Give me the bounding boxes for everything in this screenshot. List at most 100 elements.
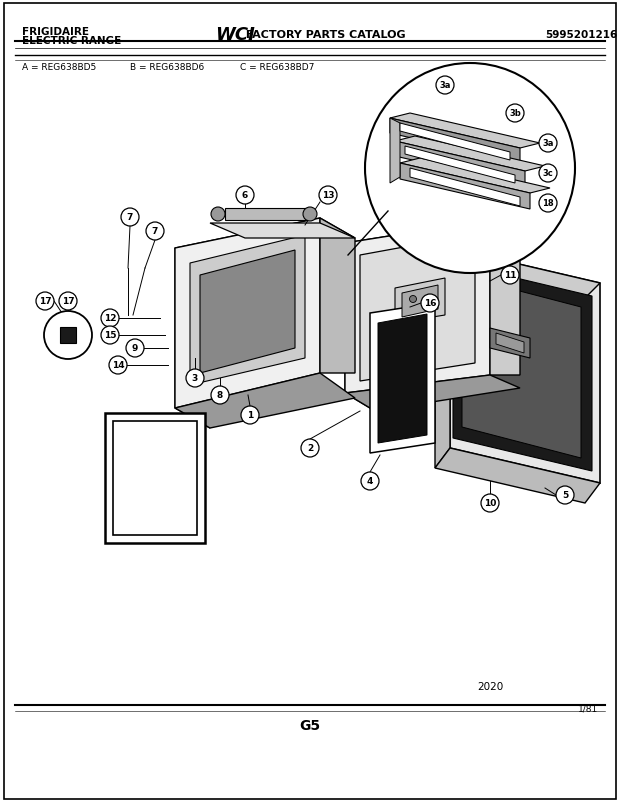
Polygon shape [496,333,524,353]
Circle shape [427,296,433,303]
Polygon shape [175,218,320,409]
Circle shape [365,64,575,274]
Text: 1/81: 1/81 [578,703,598,712]
Polygon shape [390,119,400,184]
Circle shape [319,187,337,205]
Text: 5995201216: 5995201216 [545,30,618,40]
Polygon shape [435,249,450,468]
Circle shape [539,195,557,213]
Text: 3: 3 [192,374,198,383]
Text: 7: 7 [127,214,133,222]
Text: 16: 16 [423,300,436,308]
Circle shape [481,495,499,512]
Polygon shape [345,376,520,411]
Circle shape [101,327,119,344]
Text: 17: 17 [61,297,74,306]
Text: 14: 14 [112,361,125,370]
Polygon shape [390,114,540,149]
Text: 1: 1 [247,411,253,420]
Circle shape [146,222,164,241]
Polygon shape [405,147,515,184]
Circle shape [539,165,557,183]
Text: 15: 15 [104,331,117,340]
Polygon shape [345,221,520,262]
Polygon shape [210,224,355,238]
Circle shape [101,310,119,328]
Text: 3b: 3b [509,109,521,118]
Polygon shape [435,448,600,503]
FancyBboxPatch shape [60,328,76,344]
Polygon shape [402,286,438,318]
Text: 12: 12 [104,314,117,323]
Circle shape [241,406,259,425]
Text: 10: 10 [484,499,496,507]
Polygon shape [450,249,600,483]
Text: C = REG638BD7: C = REG638BD7 [240,63,314,71]
Polygon shape [370,304,435,454]
Text: 4: 4 [367,477,373,486]
Polygon shape [345,221,490,393]
Circle shape [421,295,439,312]
Polygon shape [360,234,475,381]
Circle shape [303,208,317,222]
Polygon shape [175,218,355,269]
Text: 18: 18 [542,199,554,208]
Polygon shape [320,218,355,373]
Polygon shape [225,209,310,221]
Polygon shape [390,119,520,164]
Polygon shape [113,422,197,536]
Text: 3a: 3a [542,140,554,149]
Polygon shape [435,249,600,299]
Polygon shape [453,263,592,471]
Polygon shape [395,142,525,187]
Text: WCI: WCI [215,26,255,44]
Text: 5: 5 [562,491,568,500]
Circle shape [361,472,379,491]
Text: 2020: 2020 [477,681,503,691]
Text: 7: 7 [152,227,158,236]
Circle shape [539,135,557,153]
Polygon shape [400,164,530,210]
Polygon shape [395,279,445,324]
Circle shape [36,292,54,311]
Circle shape [556,487,574,504]
Circle shape [501,267,519,284]
Text: 8: 8 [217,391,223,400]
FancyBboxPatch shape [4,4,616,799]
Circle shape [506,105,524,123]
Circle shape [409,296,417,303]
Polygon shape [345,243,375,411]
Polygon shape [105,414,205,544]
Text: 9: 9 [132,344,138,353]
Circle shape [59,292,77,311]
Circle shape [109,357,127,374]
Circle shape [186,369,204,388]
Polygon shape [462,277,581,459]
Text: A = REG638BD5: A = REG638BD5 [22,63,96,71]
Text: 17: 17 [38,297,51,306]
Text: FRIGIDAIRE: FRIGIDAIRE [22,27,89,37]
Text: FACTORY PARTS CATALOG: FACTORY PARTS CATALOG [242,30,405,40]
Circle shape [126,340,144,357]
Circle shape [44,312,92,360]
Polygon shape [490,221,520,376]
Text: 2: 2 [307,444,313,453]
Polygon shape [410,169,520,206]
Text: 3c: 3c [542,169,554,178]
Text: 3a: 3a [440,81,451,91]
Polygon shape [190,236,305,385]
Polygon shape [378,315,427,443]
Text: 11: 11 [503,271,516,280]
Circle shape [301,439,319,458]
Circle shape [236,187,254,205]
Circle shape [211,386,229,405]
Text: ELECTRIC RANGE: ELECTRIC RANGE [22,36,122,46]
Polygon shape [400,124,510,161]
Polygon shape [175,249,210,429]
Text: 13: 13 [322,191,334,200]
Text: 6: 6 [242,191,248,200]
Text: B = REG638BD6: B = REG638BD6 [130,63,204,71]
Circle shape [121,209,139,226]
Polygon shape [490,328,530,359]
Circle shape [436,77,454,95]
